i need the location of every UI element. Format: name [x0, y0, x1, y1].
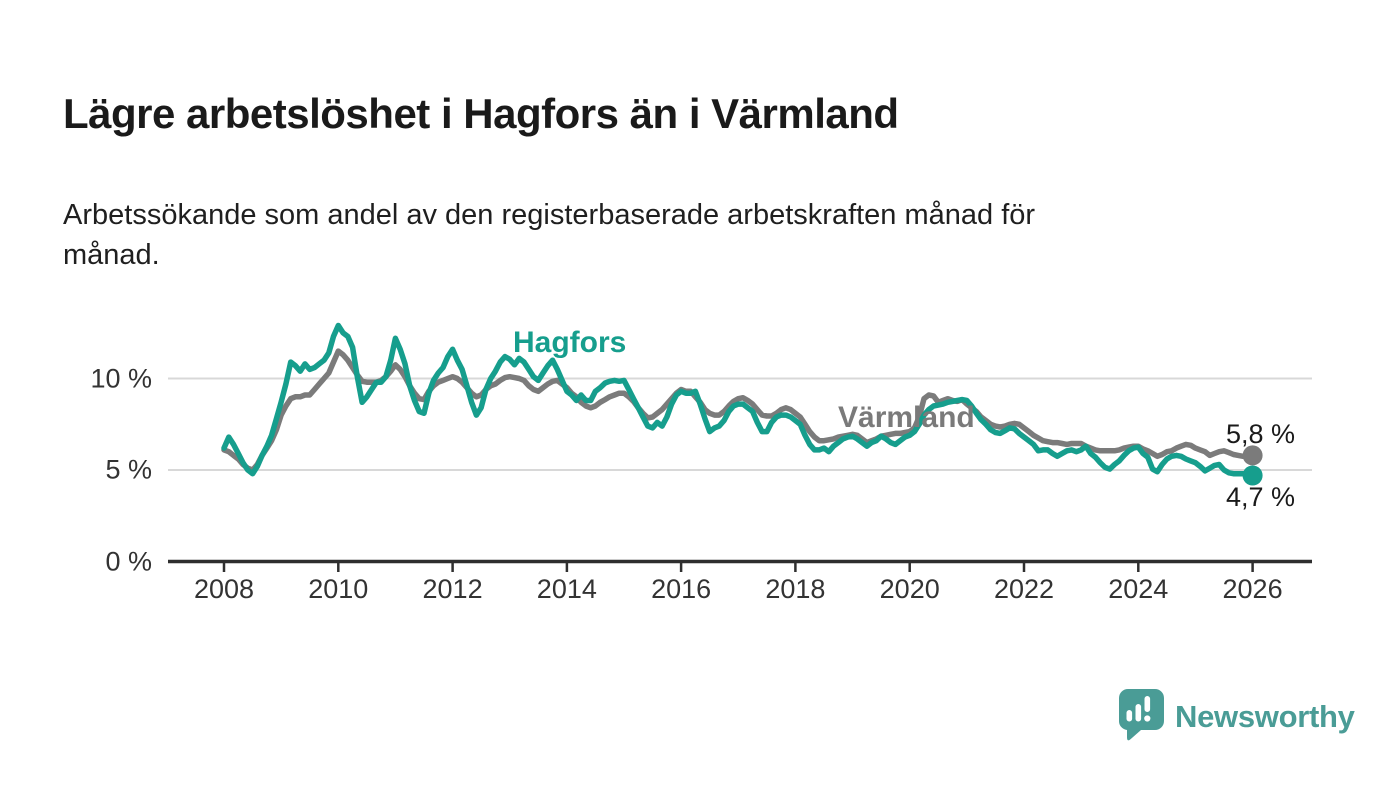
series-label-varmland: Värmland — [838, 401, 975, 434]
series-end-dot-värmland — [1242, 445, 1263, 466]
page-subtitle: Arbetssökande som andel av den registerb… — [63, 199, 1036, 272]
series-line-värmland — [221, 348, 1256, 473]
newsworthy-wordmark: Newsworthy — [1175, 698, 1355, 734]
series-end-dot-hagfors — [1242, 465, 1263, 486]
end-value-label-varmland: 5,8 % — [1226, 419, 1296, 449]
page-title: Lägre arbetslöshet i Hagfors än i Värmla… — [63, 90, 899, 138]
newsworthy-speech-bubble-chart-icon — [1117, 687, 1166, 746]
series-label-hagfors: Hagfors — [513, 326, 627, 359]
series-line-hagfors — [221, 322, 1256, 479]
newsworthy-logo: Newsworthy — [1117, 687, 1355, 746]
end-value-label-hagfors: 4,7 % — [1226, 482, 1296, 512]
